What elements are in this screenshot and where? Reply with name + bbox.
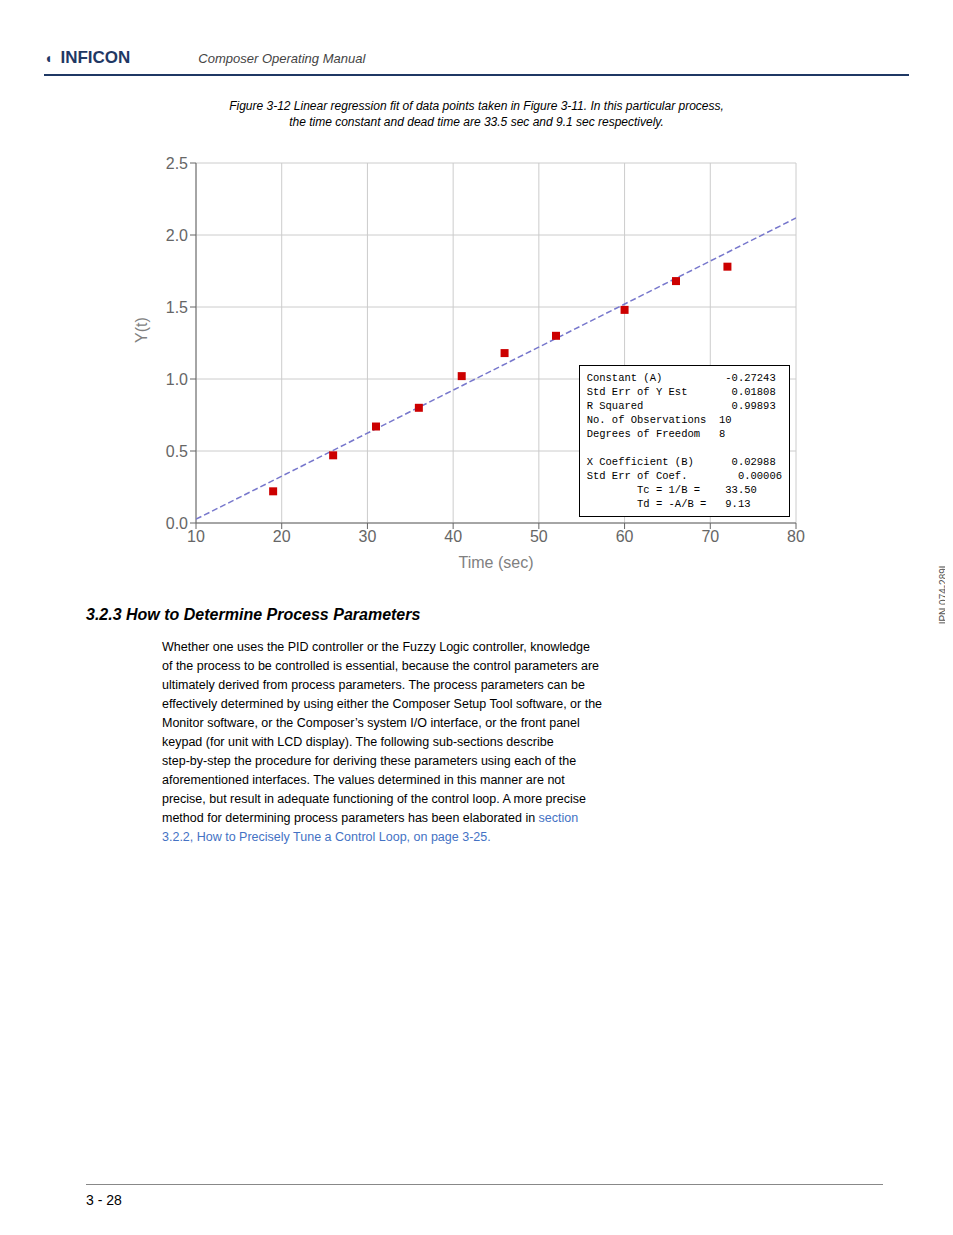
svg-text:60: 60 <box>616 528 634 545</box>
html-text:Std Err of Coef. 0.00006: Std Err of Coef. 0.00006 <box>586 470 782 482</box>
html-text:Constant (A) -0.27243: Constant (A) -0.27243 <box>586 372 776 384</box>
html-text:3.2.3 How to Determine Process: 3.2.3 How to Determine Process Parameter… <box>86 606 421 623</box>
html-text:Td = -A/B = 9.13: Td = -A/B = 9.13 <box>586 498 751 510</box>
html-text:precise, but result in adequat: precise, but result in adequate function… <box>162 792 586 806</box>
svg-text:Time (sec): Time (sec) <box>459 554 534 571</box>
html-text:ultimately derived from proces: ultimately derived from process paramete… <box>162 678 585 692</box>
html-text:method for determining process: method for determining process parameter… <box>162 811 579 825</box>
html-text:the time constant and dead tim: the time constant and dead time are 33.5… <box>289 115 664 129</box>
html-text:3.2.2, How to Precisely Tune a: 3.2.2, How to Precisely Tune a Control L… <box>162 830 491 844</box>
html-text:keypad (for unit with LCD disp: keypad (for unit with LCD display). The … <box>162 735 554 749</box>
html-text:Figure 3-12 Linear regression: Figure 3-12 Linear regression fit of dat… <box>229 99 724 113</box>
html-text:3 - 28: 3 - 28 <box>86 1192 122 1208</box>
html-text:Whether one uses the PID contr: Whether one uses the PID controller or t… <box>162 640 590 654</box>
html-text:Std Err of Y Est 0.01808: Std Err of Y Est 0.01808 <box>586 386 776 398</box>
svg-text:70: 70 <box>701 528 719 545</box>
html-text:of the process to be controlle: of the process to be controlled is essen… <box>162 659 600 673</box>
html-text:effectively determined by usin: effectively determined by using either t… <box>162 697 603 711</box>
html-text:Degrees of Freedom 8: Degrees of Freedom 8 <box>586 428 726 440</box>
svg-text:Y(t): Y(t) <box>133 317 150 343</box>
svg-text:0.5: 0.5 <box>166 443 188 460</box>
svg-text:0.0: 0.0 <box>166 515 188 532</box>
svg-text:30: 30 <box>359 528 377 545</box>
svg-text:20: 20 <box>273 528 291 545</box>
svg-text:80: 80 <box>787 528 805 545</box>
svg-text:1.0: 1.0 <box>166 371 188 388</box>
html-text:Composer Operating Manual: Composer Operating Manual <box>198 50 366 66</box>
svg-text:50: 50 <box>530 528 548 545</box>
html-text:No. of Observations 10: No. of Observations 10 <box>586 414 732 426</box>
svg-text:1.5: 1.5 <box>166 299 188 316</box>
html-text:INFICON: INFICON <box>60 48 131 67</box>
html-text:X Coefficient (B) 0.02988: X Coefficient (B) 0.02988 <box>586 456 776 468</box>
svg-text:40: 40 <box>444 528 462 545</box>
svg-text:2.5: 2.5 <box>166 155 188 172</box>
html-text:Monitor software, or the Compo: Monitor software, or the Composer’s syst… <box>162 716 580 730</box>
svg-text:2.0: 2.0 <box>166 227 188 244</box>
html-text:step-by-step the procedure for: step-by-step the procedure for deriving … <box>162 754 577 768</box>
svg-text:10: 10 <box>187 528 205 545</box>
html-text:R Squared 0.99893: R Squared 0.99893 <box>586 400 776 412</box>
html-text:aforementioned interfaces. The: aforementioned interfaces. The values de… <box>162 773 565 787</box>
html-text:Tc = 1/B = 33.50: Tc = 1/B = 33.50 <box>586 484 757 496</box>
